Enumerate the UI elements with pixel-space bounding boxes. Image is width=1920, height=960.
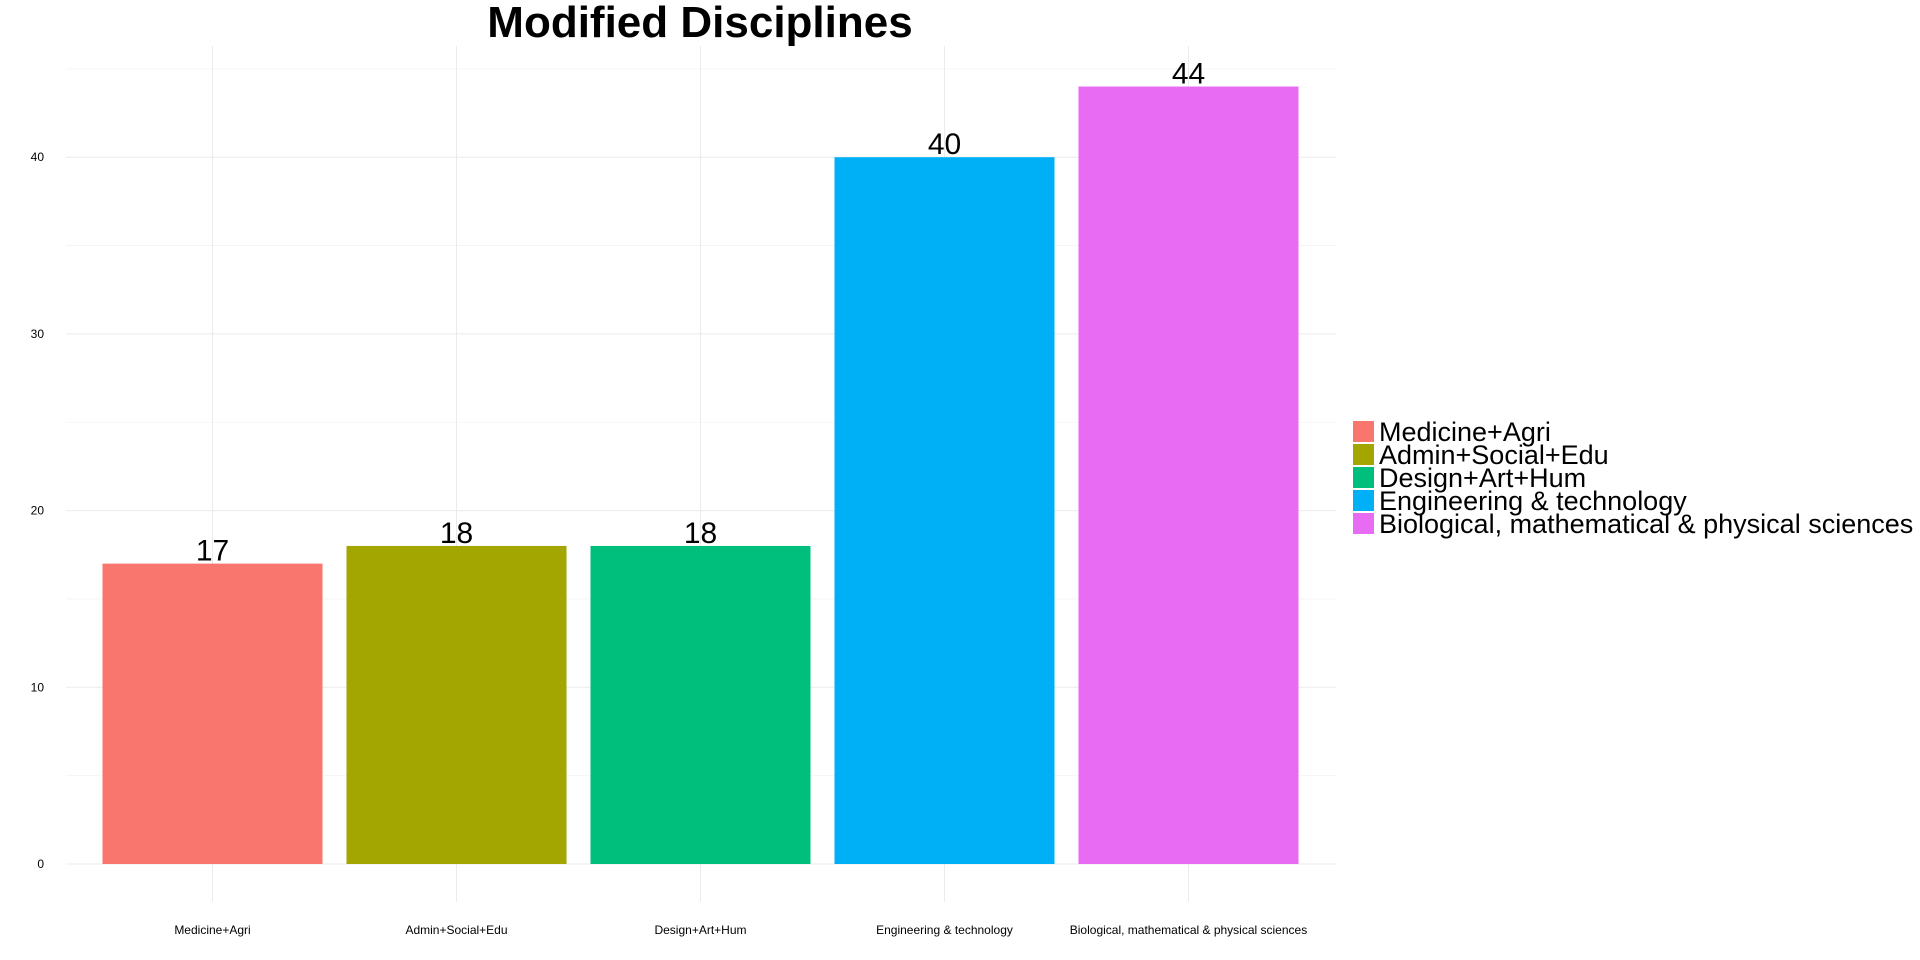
data-label: 18 xyxy=(440,517,473,550)
data-label: 40 xyxy=(928,128,961,161)
y-axis-ticks: 0 10 20 30 40 xyxy=(31,150,45,871)
x-tick-label: Design+Art+Hum xyxy=(654,923,746,937)
y-tick-label: 40 xyxy=(31,150,45,164)
bar xyxy=(102,563,323,864)
legend-swatch xyxy=(1353,490,1374,511)
chart-title: Modified Disciplines xyxy=(487,0,912,47)
legend-label: Engineering & technology xyxy=(1379,486,1687,516)
bars xyxy=(102,86,1299,864)
bar xyxy=(1078,86,1299,864)
legend-swatch xyxy=(1353,444,1374,465)
x-tick-label: Biological, mathematical & physical scie… xyxy=(1070,923,1307,937)
x-axis-ticks: Medicine+Agri Admin+Social+Edu Design+Art+… xyxy=(174,923,1307,937)
y-tick-label: 20 xyxy=(31,504,45,518)
x-tick-label: Admin+Social+Edu xyxy=(405,923,507,937)
legend-label: Biological, mathematical & physical scie… xyxy=(1379,509,1913,539)
data-label: 17 xyxy=(196,535,229,568)
bar xyxy=(590,545,811,864)
legend-swatch xyxy=(1353,421,1374,442)
x-tick-label: Engineering & technology xyxy=(876,923,1013,937)
legend-label: Design+Art+Hum xyxy=(1379,463,1586,493)
data-label: 18 xyxy=(684,517,717,550)
legend-swatch xyxy=(1353,467,1374,488)
bar xyxy=(346,545,567,864)
data-labels: 17 18 18 40 44 xyxy=(196,58,1205,568)
legend-label: Admin+Social+Edu xyxy=(1379,440,1609,470)
y-tick-label: 30 xyxy=(31,327,45,341)
legend-label: Medicine+Agri xyxy=(1379,417,1551,447)
legend-swatch xyxy=(1353,513,1374,534)
y-tick-label: 10 xyxy=(31,680,45,694)
data-label: 44 xyxy=(1172,58,1205,91)
legend: Medicine+AgriAdmin+Social+EduDesign+Art+… xyxy=(1353,417,1913,539)
y-tick-label: 0 xyxy=(37,857,44,871)
x-tick-label: Medicine+Agri xyxy=(174,923,250,937)
bar xyxy=(834,157,1055,864)
